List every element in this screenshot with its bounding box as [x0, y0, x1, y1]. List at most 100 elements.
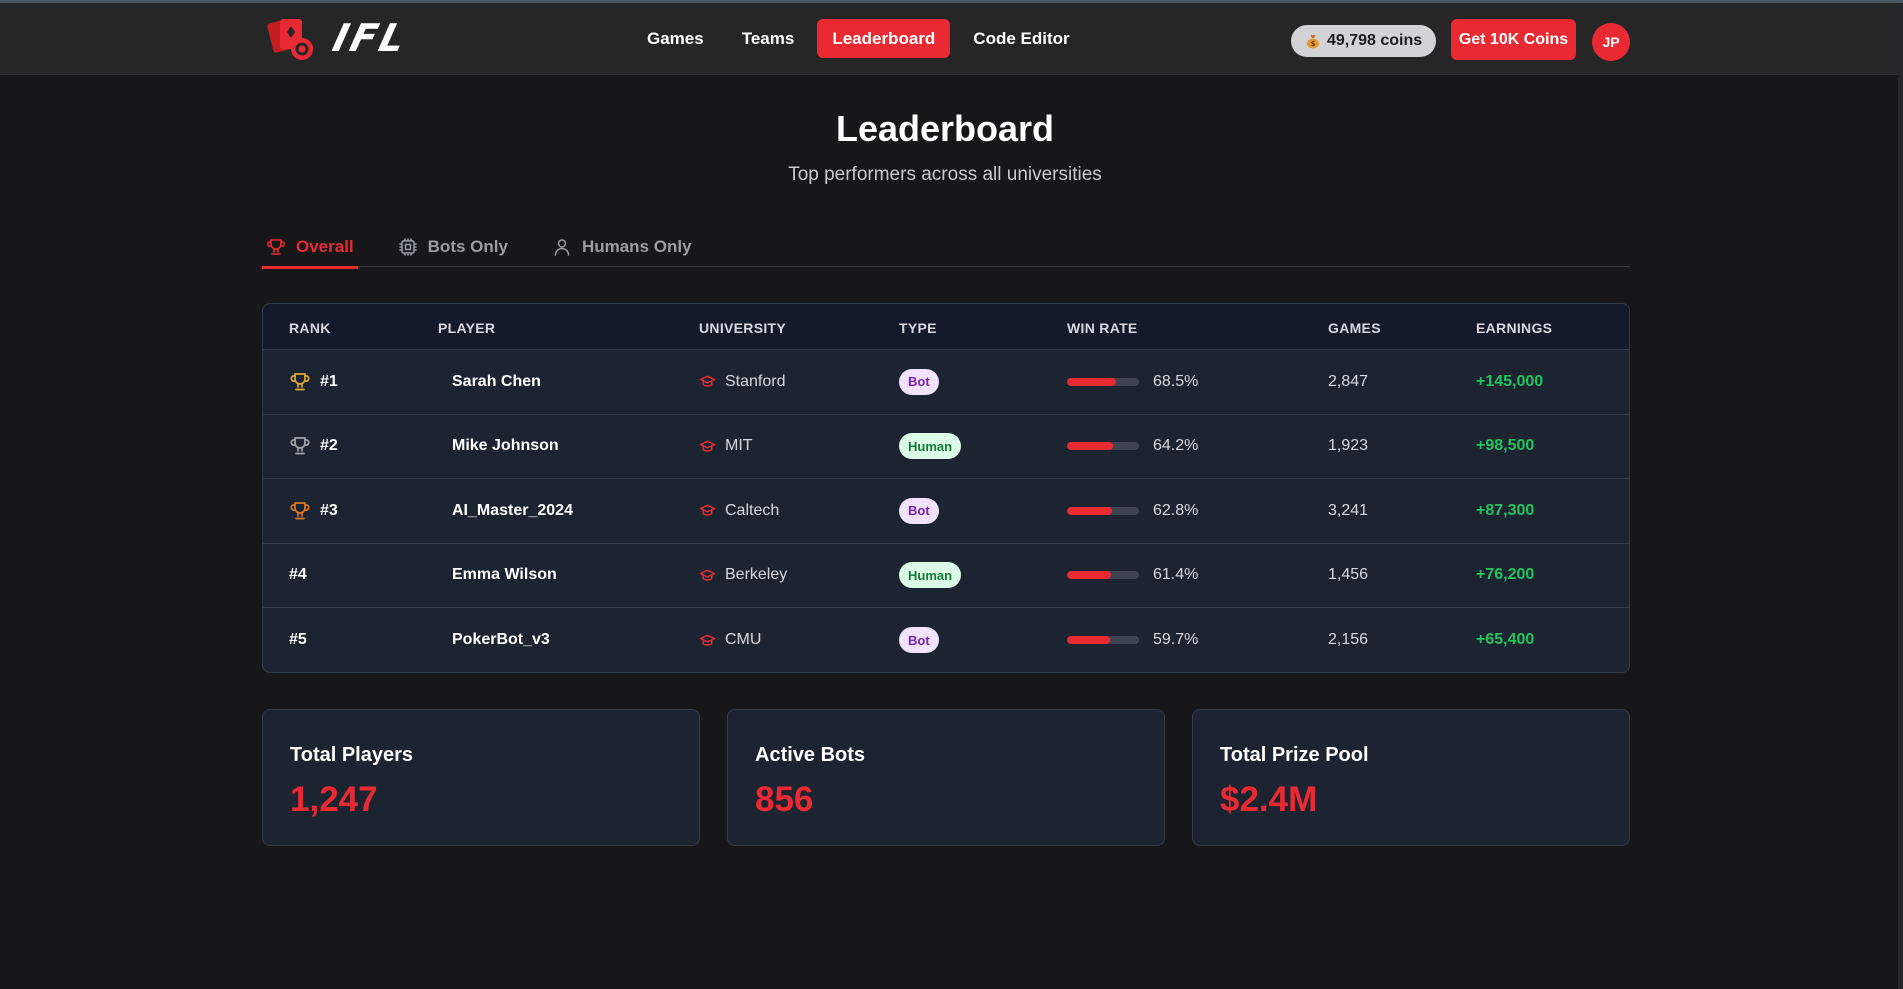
tab-bots-only[interactable]: Bots Only	[394, 226, 512, 267]
table-row[interactable]: #2 Mike Johnson MIT Human 64.2% 1,923 +9…	[263, 415, 1629, 479]
col-player-header[interactable]: PLAYER	[438, 320, 496, 336]
user-icon	[554, 238, 570, 256]
nav-leaderboard[interactable]: Leaderboard	[817, 19, 951, 58]
university-name: MIT	[725, 437, 753, 455]
nav-games[interactable]: Games	[647, 28, 704, 48]
university-name: Stanford	[725, 372, 786, 390]
nav-code-editor[interactable]: Code Editor	[973, 28, 1070, 48]
rank-value: #1	[320, 372, 338, 390]
col-earnings-header[interactable]: EARNINGS	[1476, 320, 1553, 336]
university-name: Berkeley	[725, 566, 788, 584]
brand-logo[interactable]: IFL	[266, 13, 413, 63]
page-scrollbar[interactable]	[1898, 3, 1903, 989]
window-top-border	[0, 0, 1903, 3]
table-row[interactable]: #3 AI_Master_2024 Caltech Bot 62.8% 3,24…	[263, 479, 1629, 544]
type-cell: Bot	[899, 497, 939, 524]
rank-cell: #2	[289, 435, 338, 457]
games-count: 1,923	[1328, 437, 1369, 455]
brand-name: IFL	[328, 16, 413, 60]
graduation-cap-icon	[699, 373, 716, 390]
win-rate-value: 59.7%	[1153, 631, 1199, 649]
tab-overall[interactable]: Overall	[262, 226, 358, 269]
earnings-value: +87,300	[1476, 501, 1535, 519]
rank-cell: #3	[289, 500, 338, 522]
tab-humans-only-label: Humans Only	[581, 236, 692, 256]
win-rate-bar-fill	[1067, 506, 1113, 515]
win-rate-bar-fill	[1067, 571, 1112, 580]
win-rate-bar	[1067, 442, 1139, 451]
win-rate-value: 68.5%	[1153, 372, 1199, 390]
win-rate-cell: 64.2%	[1067, 437, 1198, 455]
table-row[interactable]: #1 Sarah Chen Stanford Bot 68.5% 2,847 +…	[263, 350, 1629, 415]
earnings-value: +145,000	[1476, 372, 1544, 390]
earnings-value: +65,400	[1476, 631, 1535, 649]
stat-card-total-players: Total Players 1,247	[262, 709, 700, 846]
page-title: Leaderboard	[835, 108, 1055, 149]
cpu-icon	[398, 237, 417, 256]
leaderboard-tabs: Overall Bots Only Humans Only	[262, 226, 1630, 269]
rank-cell: #1	[289, 371, 338, 393]
main-nav: Games Teams Leaderboard Code Editor	[632, 19, 1085, 58]
col-university-header[interactable]: UNIVERSITY	[699, 320, 787, 336]
stat-value: 856	[755, 780, 814, 819]
stat-card-active-bots: Active Bots 856	[727, 709, 1165, 846]
money-bag-icon: $	[1307, 35, 1319, 49]
type-badge: Human	[899, 562, 962, 589]
col-type-header[interactable]: TYPE	[899, 320, 937, 336]
rank-value: #2	[320, 437, 338, 455]
trophy-icon	[289, 500, 311, 522]
tab-bots-only-label: Bots Only	[427, 236, 508, 256]
rank-value: #5	[289, 631, 307, 649]
coin-balance-text: 49,798 coins	[1327, 32, 1423, 49]
university-name: Caltech	[725, 501, 780, 519]
stat-label: Active Bots	[755, 744, 866, 766]
user-avatar[interactable]: JP	[1592, 23, 1630, 61]
win-rate-value: 62.8%	[1153, 501, 1199, 519]
win-rate-bar-fill	[1067, 442, 1114, 451]
leaderboard-table: RANK PLAYER UNIVERSITY TYPE WIN RATE GAM…	[262, 303, 1630, 673]
cards-chip-logo-icon	[267, 19, 313, 60]
tab-humans-only[interactable]: Humans Only	[548, 226, 696, 267]
stat-label: Total Players	[290, 744, 414, 766]
university-cell: Berkeley	[699, 566, 787, 584]
graduation-cap-icon	[699, 502, 716, 519]
trophy-icon	[289, 371, 311, 393]
player-name[interactable]: Sarah Chen	[452, 372, 541, 390]
type-badge: Human	[899, 433, 962, 460]
graduation-cap-icon	[699, 438, 716, 455]
type-cell: Bot	[899, 627, 939, 654]
win-rate-bar	[1067, 377, 1139, 386]
university-cell: CMU	[699, 631, 761, 649]
stat-label: Total Prize Pool	[1220, 744, 1369, 766]
table-row[interactable]: #5 PokerBot_v3 CMU Bot 59.7% 2,156 +65,4…	[263, 608, 1629, 672]
type-cell: Human	[899, 433, 962, 460]
player-name[interactable]: PokerBot_v3	[452, 631, 550, 649]
games-count: 1,456	[1328, 566, 1369, 584]
stat-value: 1,247	[290, 780, 378, 819]
top-navbar: IFL Games Teams Leaderboard Code Editor …	[0, 3, 1903, 75]
games-count: 3,241	[1328, 501, 1369, 519]
col-games-header[interactable]: GAMES	[1328, 320, 1381, 336]
earnings-value: +98,500	[1476, 437, 1535, 455]
stat-card-total-prize-pool: Total Prize Pool $2.4M	[1192, 709, 1630, 846]
win-rate-bar	[1067, 506, 1139, 515]
type-badge: Bot	[899, 368, 939, 395]
type-cell: Human	[899, 562, 962, 589]
get-coins-button[interactable]: Get 10K Coins	[1451, 19, 1576, 60]
win-rate-cell: 61.4%	[1067, 566, 1198, 584]
player-name[interactable]: Mike Johnson	[452, 437, 559, 455]
rank-value: #3	[320, 501, 338, 519]
type-badge: Bot	[899, 627, 939, 654]
player-name[interactable]: AI_Master_2024	[452, 501, 573, 519]
win-rate-value: 61.4%	[1153, 566, 1199, 584]
games-count: 2,156	[1328, 631, 1369, 649]
university-name: CMU	[725, 631, 762, 649]
col-win-rate-header[interactable]: WIN RATE	[1067, 320, 1138, 336]
win-rate-bar	[1067, 571, 1139, 580]
earnings-value: +76,200	[1476, 566, 1535, 584]
player-name[interactable]: Emma Wilson	[452, 566, 557, 584]
col-rank-header[interactable]: RANK	[289, 320, 331, 336]
table-row[interactable]: #4 Emma Wilson Berkeley Human 61.4% 1,45…	[263, 544, 1629, 608]
nav-teams[interactable]: Teams	[741, 28, 795, 48]
coin-balance[interactable]: $ 49,798 coins	[1291, 25, 1437, 57]
